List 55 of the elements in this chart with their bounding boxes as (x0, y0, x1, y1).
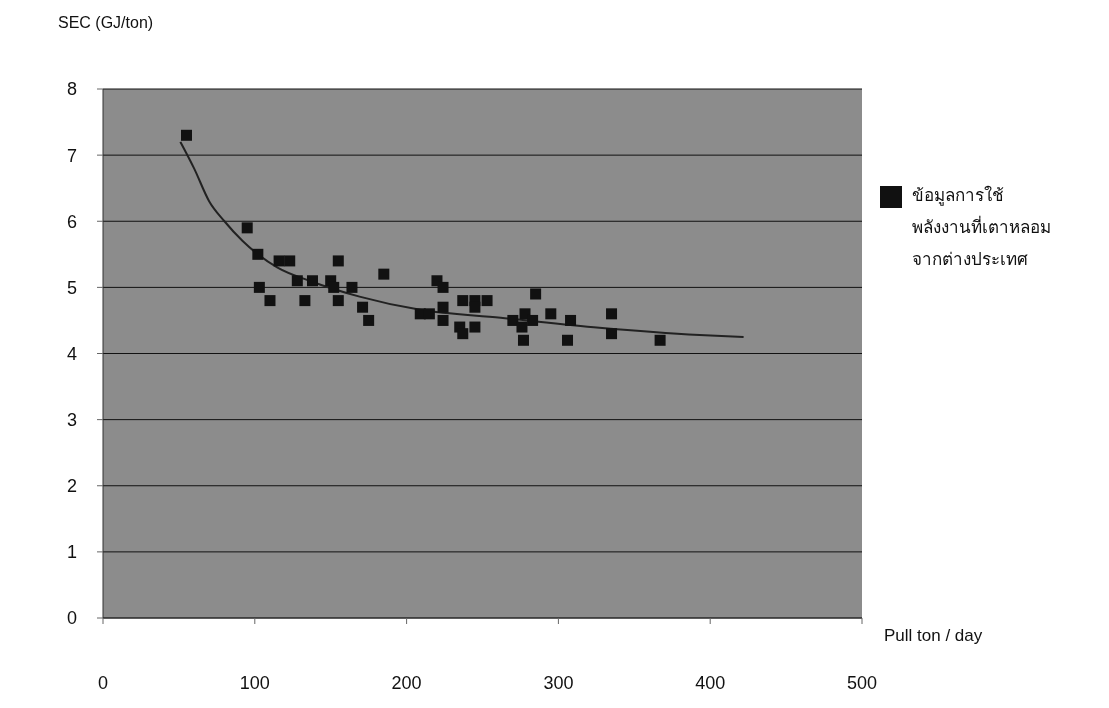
y-tick-label: 5 (66, 277, 77, 298)
point (241, 222, 253, 234)
point (530, 288, 542, 300)
point (306, 275, 318, 287)
y-tick-label: 3 (66, 410, 77, 431)
point (516, 321, 528, 333)
point (357, 301, 369, 313)
point (328, 281, 340, 293)
point (517, 334, 529, 346)
x-tick-label: 0 (97, 672, 109, 693)
y-tick-label: 2 (66, 476, 77, 497)
x-tick-label: 100 (239, 672, 270, 693)
point (291, 275, 303, 287)
point (332, 255, 344, 267)
point (378, 268, 390, 280)
point (299, 295, 311, 307)
x-tick-label: 400 (695, 672, 726, 693)
point (481, 295, 493, 307)
point (332, 295, 344, 307)
point (527, 314, 539, 326)
point (363, 314, 375, 326)
point (264, 295, 276, 307)
y-tick-label: 1 (66, 542, 77, 563)
point (253, 281, 265, 293)
point (565, 314, 577, 326)
point (273, 255, 285, 267)
point (180, 129, 192, 141)
point (654, 334, 666, 346)
y-tick-label: 7 (66, 145, 77, 166)
y-tick-label: 4 (66, 343, 77, 364)
x-tick-label: 300 (543, 672, 574, 693)
point (507, 314, 519, 326)
legend-label: ข้อมูลการใช้พลังงานที่เตาหลอมจากต่างประเทศ (912, 184, 1052, 271)
point (562, 334, 574, 346)
point (457, 328, 469, 340)
x-tick-label: 200 (391, 672, 422, 693)
point (457, 295, 469, 307)
y-tick-label: 0 (66, 608, 77, 629)
point (437, 314, 449, 326)
y-tick-label: 8 (66, 79, 77, 100)
point (469, 301, 481, 313)
point (606, 308, 618, 320)
point (346, 281, 358, 293)
point (252, 248, 264, 260)
point (545, 308, 557, 320)
point (437, 281, 449, 293)
y-tick-label: 6 (66, 211, 77, 232)
y-axis-title: SEC (GJ/ton) (58, 14, 154, 32)
point (606, 328, 618, 340)
point (437, 301, 449, 313)
x-tick-label: 500 (846, 672, 878, 693)
point (469, 321, 481, 333)
point (284, 255, 296, 267)
x-axis-title: Pull ton / day (884, 626, 983, 646)
point (423, 308, 435, 320)
